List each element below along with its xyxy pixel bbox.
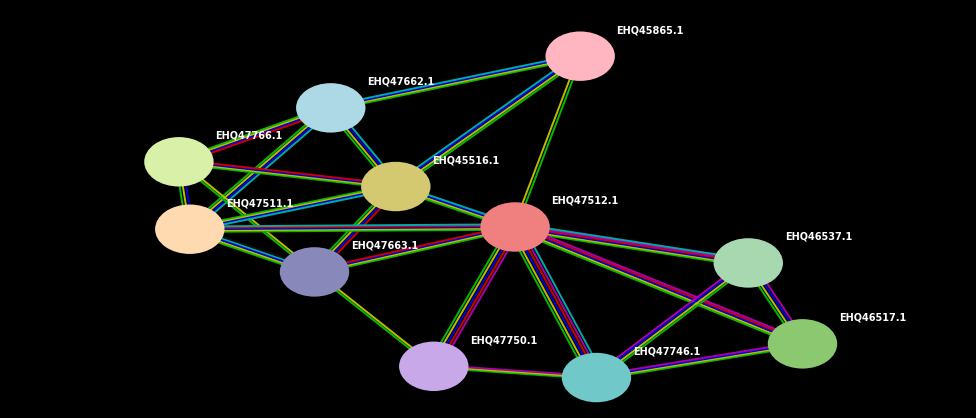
Ellipse shape [296, 83, 365, 133]
Text: EHQ47511.1: EHQ47511.1 [226, 198, 294, 208]
Ellipse shape [768, 319, 837, 369]
Text: EHQ45516.1: EHQ45516.1 [432, 155, 500, 166]
Ellipse shape [155, 204, 224, 254]
Text: EHQ46517.1: EHQ46517.1 [839, 313, 906, 323]
Text: EHQ47663.1: EHQ47663.1 [351, 241, 418, 251]
Ellipse shape [144, 137, 214, 186]
Text: EHQ47662.1: EHQ47662.1 [367, 77, 434, 87]
Text: EHQ45865.1: EHQ45865.1 [617, 25, 684, 35]
Text: EHQ47512.1: EHQ47512.1 [551, 196, 619, 206]
Ellipse shape [361, 162, 430, 211]
Ellipse shape [546, 31, 615, 81]
Ellipse shape [280, 247, 349, 297]
Ellipse shape [399, 342, 468, 391]
Text: EHQ46537.1: EHQ46537.1 [785, 232, 852, 242]
Text: EHQ47746.1: EHQ47746.1 [632, 347, 700, 357]
Ellipse shape [480, 202, 549, 252]
Text: EHQ47766.1: EHQ47766.1 [216, 131, 283, 141]
Ellipse shape [713, 238, 783, 288]
Ellipse shape [562, 353, 631, 402]
Text: EHQ47750.1: EHQ47750.1 [470, 335, 538, 345]
